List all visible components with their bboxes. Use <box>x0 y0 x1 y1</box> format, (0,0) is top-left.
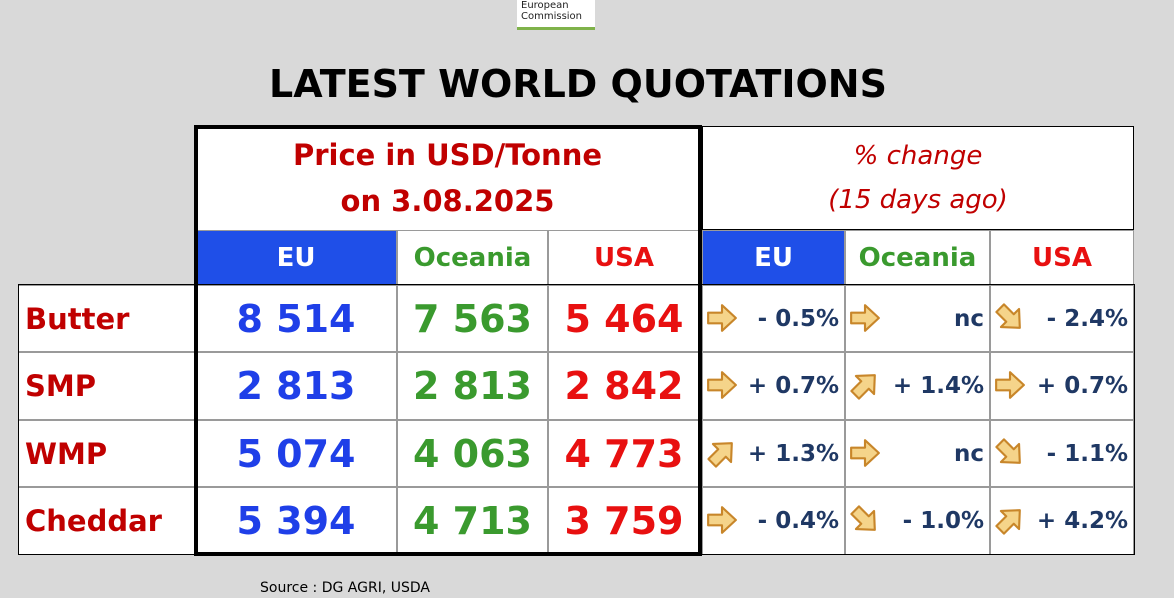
trend-arrow <box>995 509 1021 535</box>
price: 7 563 <box>397 285 548 352</box>
change-cell: nc <box>845 420 990 487</box>
source: Source : DG AGRI, USDA <box>260 580 430 596</box>
change-value: - 1.0% <box>902 508 984 534</box>
trend-arrow <box>850 438 880 467</box>
change-cell: - 1.0% <box>845 487 990 555</box>
change-cell: - 2.4% <box>990 285 1134 352</box>
price-header: Price in USD/Tonne on 3.08.2025 <box>195 126 700 230</box>
trend-arrow <box>850 505 876 531</box>
product: Cheddar <box>18 487 195 555</box>
change-cell: + 0.7% <box>990 352 1134 420</box>
trend-arrow <box>995 302 1021 329</box>
price: 8 514 <box>195 285 397 352</box>
price-header-line: on 3.08.2025 <box>340 184 555 218</box>
change-cell: - 1.1% <box>990 420 1134 487</box>
title: LATEST WORLD QUOTATIONS <box>269 62 887 106</box>
price: 4 063 <box>397 420 548 487</box>
column-header: USA <box>548 230 700 285</box>
change-value: - 0.5% <box>757 305 839 332</box>
change-value: + 4.2% <box>1036 508 1128 534</box>
change-value: nc <box>953 305 984 332</box>
price: 3 759 <box>548 487 700 555</box>
change-header-line: % change <box>853 141 983 171</box>
logo: European Commission <box>517 0 595 30</box>
trend-arrow <box>850 374 876 400</box>
change-cell: + 0.7% <box>702 352 845 420</box>
logo-line: Commission <box>521 11 583 22</box>
change-cell: - 0.4% <box>702 487 845 555</box>
logo-line: European <box>521 0 569 11</box>
trend-arrow <box>707 371 737 399</box>
change-value: - 2.4% <box>1046 305 1128 332</box>
price: 5 394 <box>195 487 397 555</box>
product: Butter <box>18 285 195 352</box>
price-header-line: Price in USD/Tonne <box>292 138 603 172</box>
price: 4 713 <box>397 487 548 555</box>
change-cell: + 1.4% <box>845 352 990 420</box>
trend-arrow <box>707 441 733 468</box>
price: 2 842 <box>548 352 700 420</box>
change-cell: + 1.3% <box>702 420 845 487</box>
change-value: + 1.3% <box>747 440 839 467</box>
change-value: - 0.4% <box>757 508 839 534</box>
change-cell: nc <box>845 285 990 352</box>
change-value: + 0.7% <box>1036 373 1128 399</box>
change-cell: + 4.2% <box>990 487 1134 555</box>
product: SMP <box>18 352 195 420</box>
price: 2 813 <box>397 352 548 420</box>
change-cell: - 0.5% <box>702 285 845 352</box>
change-header: % change (15 days ago) <box>702 126 1134 230</box>
trend-arrow <box>995 437 1021 464</box>
trend-arrow <box>995 371 1025 399</box>
change-header-line: (15 days ago) <box>828 185 1008 215</box>
trend-arrow <box>850 303 880 332</box>
column-header: EU <box>195 230 397 285</box>
price: 5 464 <box>548 285 700 352</box>
column-header: USA <box>990 230 1134 285</box>
price: 4 773 <box>548 420 700 487</box>
price: 5 074 <box>195 420 397 487</box>
change-value: - 1.1% <box>1046 440 1128 467</box>
column-header: EU <box>702 230 845 285</box>
column-header: Oceania <box>397 230 548 285</box>
trend-arrow <box>707 506 737 534</box>
trend-arrow <box>707 303 737 332</box>
column-header: Oceania <box>845 230 990 285</box>
price: 2 813 <box>195 352 397 420</box>
change-value: + 0.7% <box>747 373 839 399</box>
product: WMP <box>18 420 195 487</box>
change-value: nc <box>953 440 984 467</box>
change-value: + 1.4% <box>892 373 984 399</box>
